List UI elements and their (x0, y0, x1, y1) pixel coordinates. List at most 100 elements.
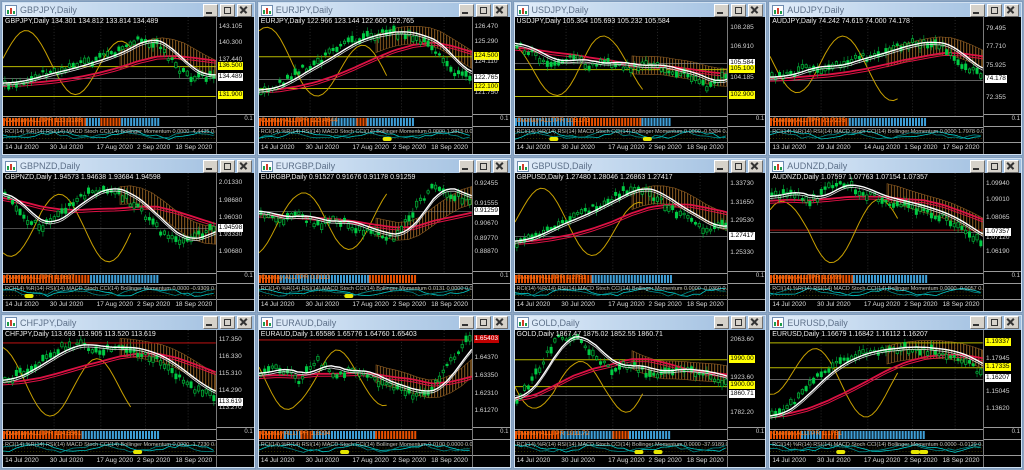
oscillator-indicator-pane[interactable]: RCI(14) %R(14) RSI(14) MACD Stoch CCI(14… (770, 283, 983, 299)
restore-button[interactable] (987, 159, 1002, 173)
price-axis[interactable]: 143.105 140.300 137.440 136.500 134.489 131.9… (216, 17, 254, 155)
window-titlebar[interactable]: GBPUSD,Daily (514, 159, 766, 174)
price-chart-pane[interactable]: EURAUD,Daily 1.65586 1.65776 1.64760 1.6… (258, 329, 472, 429)
time-axis[interactable]: 14 Jul 2020 30 Jul 2020 17 Aug 2020 2 Sep 2… (514, 298, 728, 311)
minimize-button[interactable] (202, 159, 218, 173)
price-axis[interactable]: 2.01330 1.98680 1.96030 1.94598 1.93330 1.906… (216, 173, 254, 311)
minimize-button[interactable] (458, 3, 474, 17)
price-axis[interactable]: 79.495 77.710 75.925 74.178 72.355 0.1 (984, 17, 1021, 155)
window-titlebar[interactable]: EURAUD,Daily (258, 315, 510, 330)
close-button[interactable] (236, 3, 252, 17)
minimize-button[interactable] (202, 316, 218, 330)
time-axis[interactable]: 14 Jul 2020 30 Jul 2020 17 Aug 2020 2 Sep 2… (258, 298, 472, 311)
close-button[interactable] (492, 159, 508, 173)
window-titlebar[interactable]: AUDJPY,Daily (770, 3, 1021, 17)
histogram-indicator-pane[interactable]: Overlay ALLTPR 1.2751 (514, 272, 728, 284)
close-button[interactable] (748, 3, 764, 17)
close-button[interactable] (1004, 316, 1019, 330)
price-chart-pane[interactable]: EURJPY,Daily 122.966 123.144 122.600 122… (258, 17, 472, 117)
price-axis[interactable]: 1.19337 1.17945 1.17335 1.16207 1.15045 1.136… (984, 329, 1021, 467)
price-axis[interactable]: 117.350 116.330 115.310 114.290 113.619 113.2… (216, 329, 254, 467)
minimize-button[interactable] (970, 316, 985, 330)
time-axis[interactable]: 13 Jul 2020 29 Jul 2020 14 Aug 2020 1 Sep 2… (770, 142, 983, 155)
price-chart-pane[interactable]: CHFJPY,Daily 113.693 113.905 113.520 113… (3, 329, 216, 429)
histogram-indicator-pane[interactable]: Overlay ALLTPR 1.0799 (770, 272, 983, 284)
restore-button[interactable] (731, 3, 747, 17)
time-axis[interactable]: 14 Jul 2020 30 Jul 2020 17 Aug 2020 2 Sep 2… (770, 298, 983, 311)
time-axis[interactable]: 14 Jul 2020 30 Jul 2020 17 Aug 2020 2 Sep 2… (3, 454, 216, 467)
minimize-button[interactable] (714, 316, 730, 330)
oscillator-indicator-pane[interactable]: RCI(14) %R(14) RSI(14) MACD Stoch CCI(14… (3, 283, 216, 299)
close-button[interactable] (236, 316, 252, 330)
oscillator-indicator-pane[interactable]: RCI(14) %R(14) RSI(14) MACD Stoch CCI(14… (3, 127, 216, 142)
histogram-indicator-pane[interactable]: Overlay ALLTPR 1.6294 (258, 428, 472, 440)
price-chart-pane[interactable]: AUDJPY,Daily 74.242 74.615 74.000 74.178 (770, 17, 983, 117)
price-chart-pane[interactable]: EURUSD,Daily 1.16679 1.16842 1.16112 1.1… (770, 329, 983, 429)
oscillator-indicator-pane[interactable]: RCI(14) %R(14) RSI(14) MACD Stoch CCI(14… (514, 439, 728, 455)
restore-button[interactable] (731, 159, 747, 173)
window-titlebar[interactable]: EURJPY,Daily (258, 3, 510, 17)
minimize-button[interactable] (202, 3, 218, 17)
time-axis[interactable]: 14 Jul 2020 30 Jul 2020 17 Aug 2020 2 Sep 2… (514, 454, 728, 467)
time-axis[interactable]: 14 Jul 2020 30 Jul 2020 17 Aug 2020 2 Sep 2… (3, 142, 216, 155)
close-button[interactable] (236, 159, 252, 173)
time-axis[interactable]: 14 Jul 2020 30 Jul 2020 17 Aug 2020 2 Sep 2… (3, 298, 216, 311)
price-chart-pane[interactable]: GBPNZD,Daily 1.94573 1.94638 1.93684 1.9… (3, 173, 216, 273)
histogram-indicator-pane[interactable]: Overlay ALLTPR 123.4644 (258, 116, 472, 128)
restore-button[interactable] (475, 159, 491, 173)
restore-button[interactable] (731, 316, 747, 330)
close-button[interactable] (748, 316, 764, 330)
window-titlebar[interactable]: EURGBP,Daily (258, 159, 510, 174)
time-axis[interactable]: 14 Jul 2020 30 Jul 2020 17 Aug 2020 2 Sep 2… (258, 454, 472, 467)
price-chart-pane[interactable]: AUDNZD,Daily 1.07597 1.07763 1.07154 1.0… (770, 173, 983, 273)
oscillator-indicator-pane[interactable]: RCI(14) %R(14) RSI(14) MACD Stoch CCI(14… (770, 127, 983, 142)
price-axis[interactable]: 108.285 106.910 105.584 105.100 104.185 102.9… (728, 17, 766, 155)
histogram-indicator-pane[interactable]: Overlay ALLTPR 73.7235 (770, 116, 983, 128)
histogram-indicator-pane[interactable]: Overlay ALLTPR 114.5561 (3, 428, 216, 440)
price-chart-pane[interactable]: USDJPY,Daily 105.364 105.693 105.232 105… (514, 17, 728, 117)
restore-button[interactable] (987, 3, 1002, 17)
minimize-button[interactable] (970, 159, 985, 173)
close-button[interactable] (1004, 3, 1019, 17)
time-axis[interactable]: 14 Jul 2020 30 Jul 2020 17 Aug 2020 2 Sep 2… (770, 454, 983, 467)
price-axis[interactable]: 1.09940 1.09010 1.08065 1.07357 1.07120 1.061… (984, 173, 1021, 311)
close-button[interactable] (492, 3, 508, 17)
restore-button[interactable] (987, 316, 1002, 330)
restore-button[interactable] (219, 3, 235, 17)
window-titlebar[interactable]: AUDNZD,Daily (770, 159, 1021, 174)
window-titlebar[interactable]: GBPJPY,Daily (3, 3, 254, 17)
restore-button[interactable] (219, 159, 235, 173)
window-titlebar[interactable]: EURUSD,Daily (770, 315, 1021, 330)
price-axis[interactable]: 0.92455 0.91555 0.91259 0.90670 0.89770 0.888… (472, 173, 510, 311)
oscillator-indicator-pane[interactable]: RCI(14) %R(14) RSI(14) MACD Stoch CCI(14… (258, 127, 472, 142)
histogram-indicator-pane[interactable]: Overlay ALLTPR 133.9188 (3, 116, 216, 128)
histogram-indicator-pane[interactable]: Overlay ALLTPR 0.9113 (258, 272, 472, 284)
restore-button[interactable] (219, 316, 235, 330)
price-chart-pane[interactable]: GBPJPY,Daily 134.301 134.812 133.814 134… (3, 17, 216, 117)
close-button[interactable] (1004, 159, 1019, 173)
close-button[interactable] (492, 316, 508, 330)
price-axis[interactable]: 126.470 125.290 124.500 124.110 122.765 122.1… (472, 17, 510, 155)
price-axis[interactable]: 2063.60 1990.00 1923.60 1900.00 1860.71 1782.… (728, 329, 766, 467)
oscillator-indicator-pane[interactable]: RCI(14) %R(14) RSI(14) MACD Stoch CCI(14… (514, 283, 728, 299)
oscillator-indicator-pane[interactable]: RCI(14) %R(14) RSI(14) MACD Stoch CCI(14… (258, 439, 472, 455)
window-titlebar[interactable]: CHFJPY,Daily (3, 315, 254, 330)
histogram-indicator-pane[interactable]: Overlay ALLTPR 1.9697 (3, 272, 216, 284)
price-chart-pane[interactable]: GBPUSD,Daily 1.27480 1.28046 1.26863 1.2… (514, 173, 728, 273)
window-titlebar[interactable]: USDJPY,Daily (514, 3, 766, 17)
minimize-button[interactable] (970, 3, 985, 17)
minimize-button[interactable] (714, 159, 730, 173)
oscillator-indicator-pane[interactable]: RCI(14) %R(14) RSI(14) MACD Stoch CCI(14… (3, 439, 216, 455)
histogram-indicator-pane[interactable]: Overlay ALLTPR 1.1751 (770, 428, 983, 440)
minimize-button[interactable] (714, 3, 730, 17)
oscillator-indicator-pane[interactable]: RCI(14) %R(14) RSI(14) MACD Stoch CCI(14… (514, 127, 728, 142)
window-titlebar[interactable]: GBPNZD,Daily (3, 159, 254, 174)
time-axis[interactable]: 14 Jul 2020 30 Jul 2020 17 Aug 2020 2 Sep 2… (514, 142, 728, 155)
close-button[interactable] (748, 159, 764, 173)
restore-button[interactable] (475, 3, 491, 17)
minimize-button[interactable] (458, 316, 474, 330)
oscillator-indicator-pane[interactable]: RCI(14) %R(14) RSI(14) MACD Stoch CCI(14… (258, 283, 472, 299)
price-axis[interactable]: 1.33730 1.31650 1.29530 1.27417 1.25330 0.1 (728, 173, 766, 311)
restore-button[interactable] (475, 316, 491, 330)
price-chart-pane[interactable]: EURGBP,Daily 0.91527 0.91676 0.91178 0.9… (258, 173, 472, 273)
